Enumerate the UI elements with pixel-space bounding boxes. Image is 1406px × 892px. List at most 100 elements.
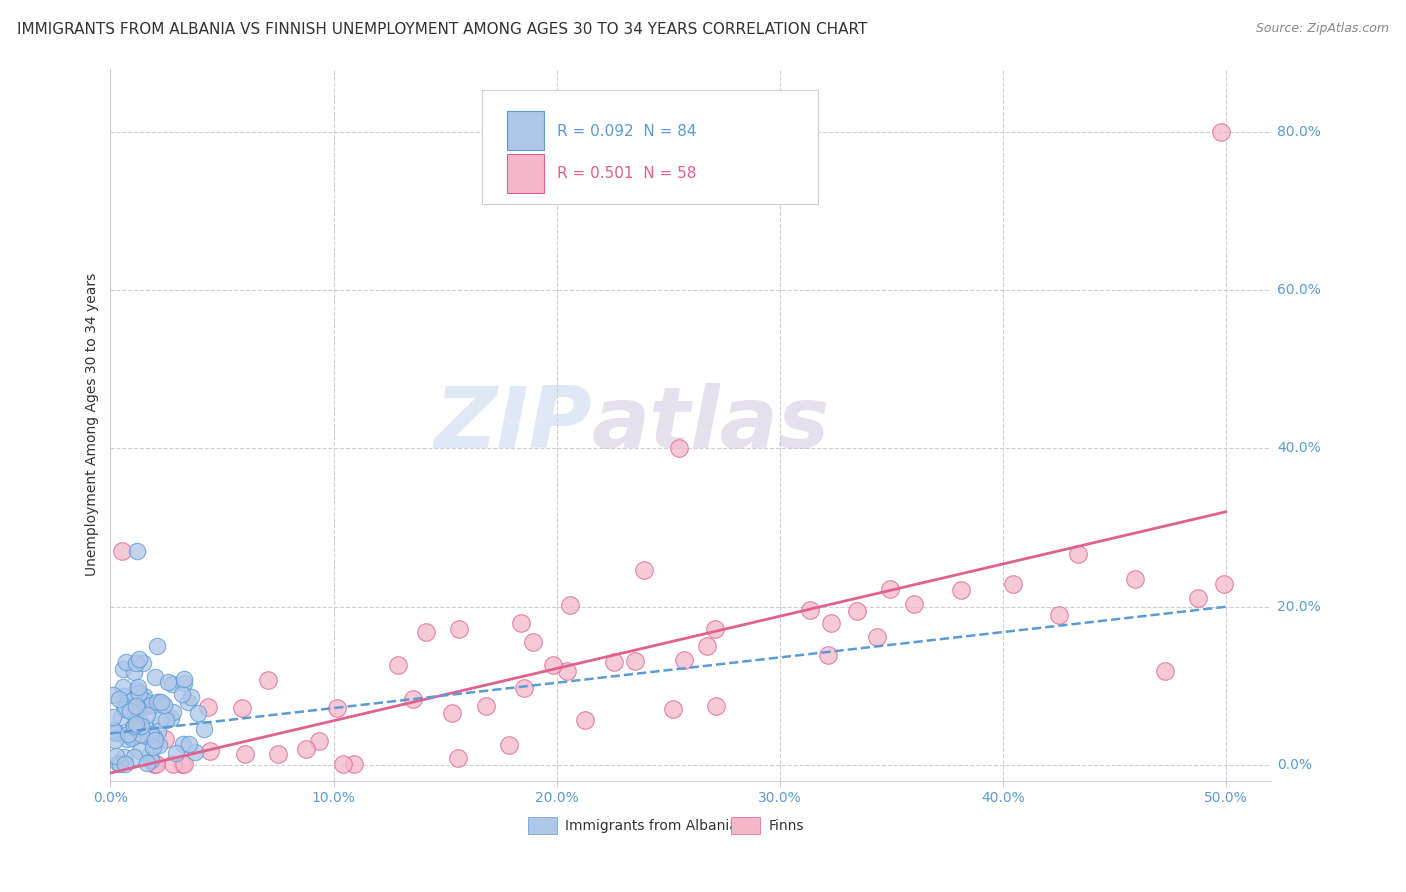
Point	[1154, 664, 1177, 678]
Point	[156, 675, 179, 690]
Point	[122, 665, 145, 680]
Point	[474, 698, 496, 713]
Point	[128, 651, 150, 665]
Point	[879, 582, 901, 596]
Point	[127, 722, 149, 736]
Point	[574, 713, 596, 727]
Point	[104, 725, 127, 739]
Point	[343, 757, 366, 772]
Point	[115, 731, 138, 746]
Point	[125, 716, 148, 731]
Point	[177, 695, 200, 709]
Text: IMMIGRANTS FROM ALBANIA VS FINNISH UNEMPLOYMENT AMONG AGES 30 TO 34 YEARS CORREL: IMMIGRANTS FROM ALBANIA VS FINNISH UNEMP…	[17, 22, 868, 37]
Point	[129, 744, 152, 758]
Point	[170, 757, 193, 772]
Point	[498, 738, 520, 752]
Point	[173, 673, 195, 687]
Point	[187, 706, 209, 720]
Point	[143, 732, 166, 747]
Point	[153, 731, 176, 746]
Point	[149, 713, 172, 727]
Point	[1123, 572, 1146, 586]
Point	[142, 757, 165, 772]
Point	[148, 695, 170, 709]
Point	[513, 681, 536, 695]
Text: 20.0%: 20.0%	[1277, 599, 1322, 614]
Point	[173, 676, 195, 690]
Point	[122, 750, 145, 764]
Point	[560, 598, 582, 612]
Point	[142, 739, 165, 754]
Point	[136, 698, 159, 713]
Point	[903, 598, 925, 612]
Point	[135, 707, 157, 722]
Point	[122, 719, 145, 733]
Point	[120, 729, 142, 743]
Text: Source: ZipAtlas.com: Source: ZipAtlas.com	[1256, 22, 1389, 36]
Point	[148, 724, 170, 739]
Point	[845, 604, 868, 618]
FancyBboxPatch shape	[508, 112, 544, 151]
Point	[799, 603, 821, 617]
Point	[108, 692, 131, 706]
Point	[295, 742, 318, 756]
Point	[121, 731, 143, 745]
Point	[415, 625, 437, 640]
Point	[114, 757, 136, 772]
Point	[509, 615, 531, 630]
Point	[233, 747, 256, 761]
Point	[326, 701, 349, 715]
Point	[172, 737, 194, 751]
Point	[132, 690, 155, 704]
Point	[1066, 547, 1088, 561]
Point	[866, 630, 889, 644]
Text: 40.0%: 40.0%	[1277, 442, 1322, 456]
Point	[257, 673, 280, 688]
Point	[150, 696, 173, 710]
Point	[117, 727, 139, 741]
Point	[179, 737, 201, 751]
Point	[267, 747, 290, 761]
Point	[402, 692, 425, 706]
Text: Immigrants from Albania: Immigrants from Albania	[565, 819, 738, 833]
Point	[110, 710, 132, 724]
Text: R = 0.092  N = 84: R = 0.092 N = 84	[557, 124, 696, 139]
Point	[704, 622, 727, 636]
Point	[820, 615, 842, 630]
Point	[440, 706, 463, 720]
Point	[173, 757, 195, 772]
Point	[134, 720, 156, 734]
Point	[145, 757, 167, 772]
Point	[111, 680, 134, 694]
Point	[112, 749, 135, 764]
Point	[101, 710, 124, 724]
Text: 60.0%: 60.0%	[1277, 283, 1322, 297]
Point	[112, 689, 135, 703]
Point	[143, 730, 166, 744]
Point	[541, 658, 564, 673]
Point	[135, 756, 157, 771]
Point	[139, 727, 162, 741]
FancyBboxPatch shape	[508, 154, 544, 194]
Point	[662, 702, 685, 716]
Point	[146, 639, 169, 653]
FancyBboxPatch shape	[482, 90, 818, 204]
Point	[160, 711, 183, 725]
Point	[112, 699, 135, 714]
Point	[603, 655, 626, 669]
Point	[160, 677, 183, 691]
Point	[104, 748, 127, 763]
Point	[124, 698, 146, 713]
Point	[121, 692, 143, 706]
Point	[184, 745, 207, 759]
Point	[101, 689, 124, 703]
Point	[131, 656, 153, 670]
Point	[124, 706, 146, 721]
Point	[198, 744, 221, 758]
Point	[108, 756, 131, 771]
Text: 0.0%: 0.0%	[1277, 758, 1312, 772]
Text: atlas: atlas	[592, 384, 830, 467]
Point	[1047, 608, 1070, 623]
Text: R = 0.501  N = 58: R = 0.501 N = 58	[557, 167, 696, 181]
Point	[127, 680, 149, 694]
